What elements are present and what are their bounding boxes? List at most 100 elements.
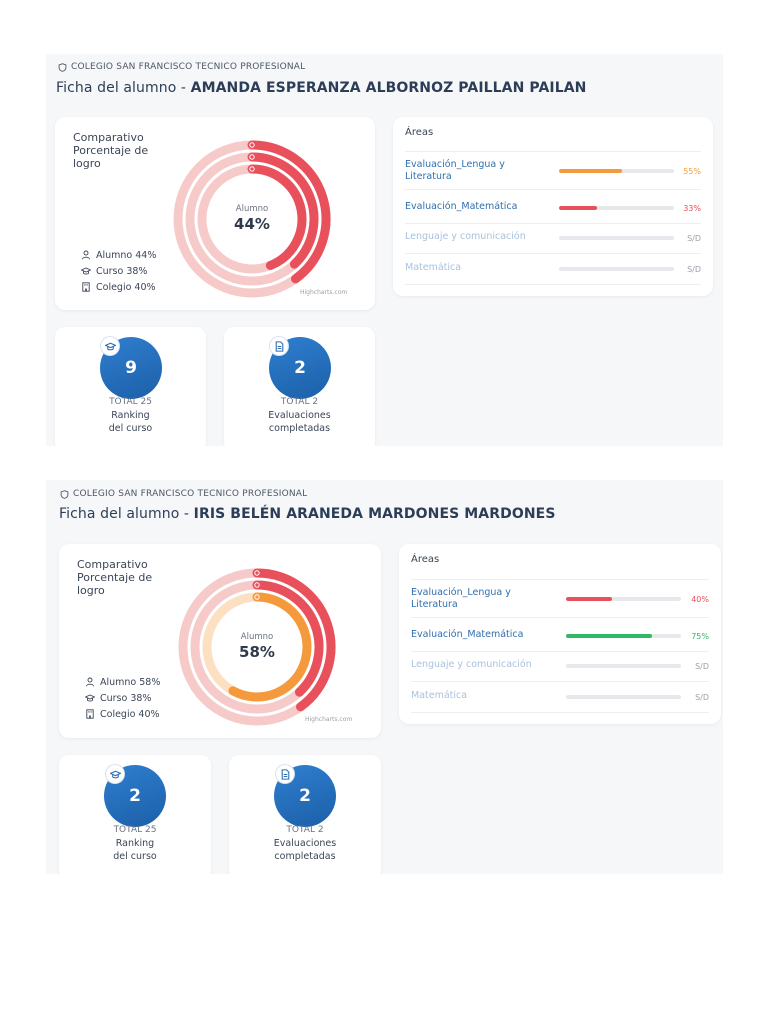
area-value: S/D bbox=[687, 265, 701, 274]
area-row: Lenguaje y comunicación S/D bbox=[411, 651, 709, 682]
area-name[interactable]: Evaluación_Lengua y Literatura bbox=[411, 587, 511, 610]
ranking-label-1: Ranking bbox=[115, 838, 155, 849]
school-name: COLEGIO SAN FRANCISCO TECNICO PROFESIONA… bbox=[60, 489, 307, 499]
graduation-cap-icon bbox=[85, 694, 95, 702]
area-name[interactable]: Matemática bbox=[405, 262, 462, 273]
ranking-card: 9 TOTAL 25 Ranking del curso bbox=[55, 327, 206, 446]
evaluations-label-1: Evaluaciones bbox=[268, 410, 331, 421]
legend-item-curso: Curso 38% bbox=[81, 263, 156, 279]
legend-item-alumno: Alumno 58% bbox=[85, 674, 160, 690]
progress-bar-track bbox=[559, 236, 674, 240]
evaluations-badge bbox=[276, 765, 294, 783]
legend-item-alumno: Alumno 44% bbox=[81, 247, 156, 263]
area-row: Evaluación_Matemática 75% bbox=[411, 617, 709, 652]
area-value: S/D bbox=[695, 693, 709, 702]
progress-bar-track bbox=[559, 267, 674, 271]
student-name: IRIS BELÉN ARANEDA MARDONES MARDONES bbox=[193, 506, 556, 522]
evaluations-total: TOTAL 2 bbox=[280, 397, 319, 407]
graduation-cap-icon bbox=[81, 267, 91, 275]
ring-colegio-icon bbox=[254, 570, 260, 576]
area-name[interactable]: Lenguaje y comunicación bbox=[411, 659, 532, 670]
comparison-chart-card: Comparativo Porcentaje de logro Alumno 5… bbox=[59, 544, 381, 738]
area-name[interactable]: Evaluación_Matemática bbox=[405, 201, 518, 212]
ring-colegio-icon bbox=[249, 142, 255, 148]
evaluations-text: TOTAL 2 Evaluaciones completadas bbox=[224, 396, 375, 435]
ring-curso-icon bbox=[254, 582, 260, 588]
chart-legend: Alumno 44% Curso 38% Colegio 40% bbox=[81, 247, 156, 295]
ranking-label-2: del curso bbox=[113, 851, 157, 862]
ranking-badge bbox=[106, 765, 124, 783]
areas-card: Áreas Evaluación_Lengua y Literatura 40%… bbox=[399, 544, 721, 724]
shield-icon bbox=[60, 489, 69, 499]
ranking-badge bbox=[101, 337, 119, 355]
chart-heading: Comparativo Porcentaje de logro bbox=[77, 558, 153, 597]
ring-alumno-icon bbox=[249, 166, 255, 172]
evaluations-card: 2 TOTAL 2 Evaluaciones completadas bbox=[224, 327, 375, 446]
area-value: 33% bbox=[683, 204, 701, 213]
progress-bar-track bbox=[559, 206, 674, 210]
ranking-label-1: Ranking bbox=[111, 410, 150, 421]
page-title: Ficha del alumno - IRIS BELÉN ARANEDA MA… bbox=[59, 506, 556, 522]
ranking-text: TOTAL 25 Ranking del curso bbox=[59, 824, 211, 863]
evaluations-badge bbox=[270, 337, 288, 355]
area-row: Matemática S/D bbox=[411, 681, 709, 713]
area-name[interactable]: Evaluación_Matemática bbox=[411, 629, 524, 640]
evaluations-text: TOTAL 2 Evaluaciones completadas bbox=[229, 824, 381, 863]
ring-arc-colegio[interactable] bbox=[252, 568, 336, 712]
ring-arc-colegio[interactable] bbox=[247, 140, 331, 284]
ring-arc-alumno[interactable] bbox=[228, 592, 312, 702]
ranking-total: TOTAL 25 bbox=[113, 825, 157, 835]
ring-arc-curso[interactable] bbox=[252, 580, 324, 697]
student-name: AMANDA ESPERANZA ALBORNOZ PAILLAN PAILAN bbox=[190, 80, 587, 96]
area-name[interactable]: Evaluación_Lengua y Literatura bbox=[405, 159, 505, 182]
school-name-text: COLEGIO SAN FRANCISCO TECNICO PROFESIONA… bbox=[71, 62, 306, 72]
area-name[interactable]: Lenguaje y comunicación bbox=[405, 231, 526, 242]
ring-arc-alumno[interactable] bbox=[247, 164, 307, 270]
area-value: 40% bbox=[691, 595, 709, 604]
ranking-label-2: del curso bbox=[108, 423, 153, 434]
progress-bar-fill bbox=[559, 169, 623, 173]
center-value: 58% bbox=[239, 643, 275, 661]
progress-bar-track bbox=[566, 597, 681, 601]
legend-label: Alumno 58% bbox=[100, 676, 161, 688]
title-prefix: Ficha del alumno - bbox=[56, 80, 191, 96]
evaluations-label-1: Evaluaciones bbox=[273, 838, 337, 849]
graduation-cap-icon bbox=[109, 770, 121, 778]
progress-bar-track bbox=[566, 695, 681, 699]
evaluations-label-2: completadas bbox=[274, 851, 336, 862]
ranking-text: TOTAL 25 Ranking del curso bbox=[55, 396, 206, 435]
area-name[interactable]: Matemática bbox=[411, 690, 468, 701]
progress-bar-fill bbox=[559, 206, 597, 210]
document-icon bbox=[281, 768, 289, 780]
ring-arc-curso[interactable] bbox=[247, 152, 319, 269]
person-icon bbox=[86, 677, 94, 687]
shield-icon bbox=[58, 62, 67, 72]
document-icon bbox=[275, 340, 283, 352]
legend-label: Curso 38% bbox=[96, 265, 148, 277]
areas-card: Áreas Evaluación_Lengua y Literatura 55%… bbox=[393, 117, 713, 296]
page-title: Ficha del alumno - AMANDA ESPERANZA ALBO… bbox=[56, 80, 586, 96]
graduation-cap-icon bbox=[104, 342, 116, 350]
legend-label: Colegio 40% bbox=[96, 281, 156, 293]
title-prefix: Ficha del alumno - bbox=[59, 506, 194, 522]
area-row: Lenguaje y comunicación S/D bbox=[405, 223, 701, 254]
building-icon bbox=[86, 709, 94, 719]
school-name-text: COLEGIO SAN FRANCISCO TECNICO PROFESIONA… bbox=[73, 489, 308, 499]
legend-item-curso: Curso 38% bbox=[85, 690, 160, 706]
school-name: COLEGIO SAN FRANCISCO TECNICO PROFESIONA… bbox=[58, 62, 305, 72]
area-value: 55% bbox=[683, 167, 701, 176]
progress-bar-track bbox=[566, 664, 681, 668]
building-icon bbox=[82, 282, 90, 292]
legend-item-colegio: Colegio 40% bbox=[81, 279, 156, 295]
center-label: Alumno bbox=[241, 632, 273, 642]
legend-label: Colegio 40% bbox=[100, 708, 160, 720]
areas-title: Áreas bbox=[405, 127, 434, 138]
legend-label: Curso 38% bbox=[100, 692, 152, 704]
ring-alumno-icon bbox=[254, 594, 260, 600]
progress-bar-track bbox=[566, 634, 681, 638]
chart-credit: Highcharts.com bbox=[300, 289, 348, 296]
ring-curso-icon bbox=[249, 154, 255, 160]
ranking-total: TOTAL 25 bbox=[109, 397, 152, 407]
progress-bar-fill bbox=[566, 597, 612, 601]
legend-label: Alumno 44% bbox=[96, 249, 157, 261]
